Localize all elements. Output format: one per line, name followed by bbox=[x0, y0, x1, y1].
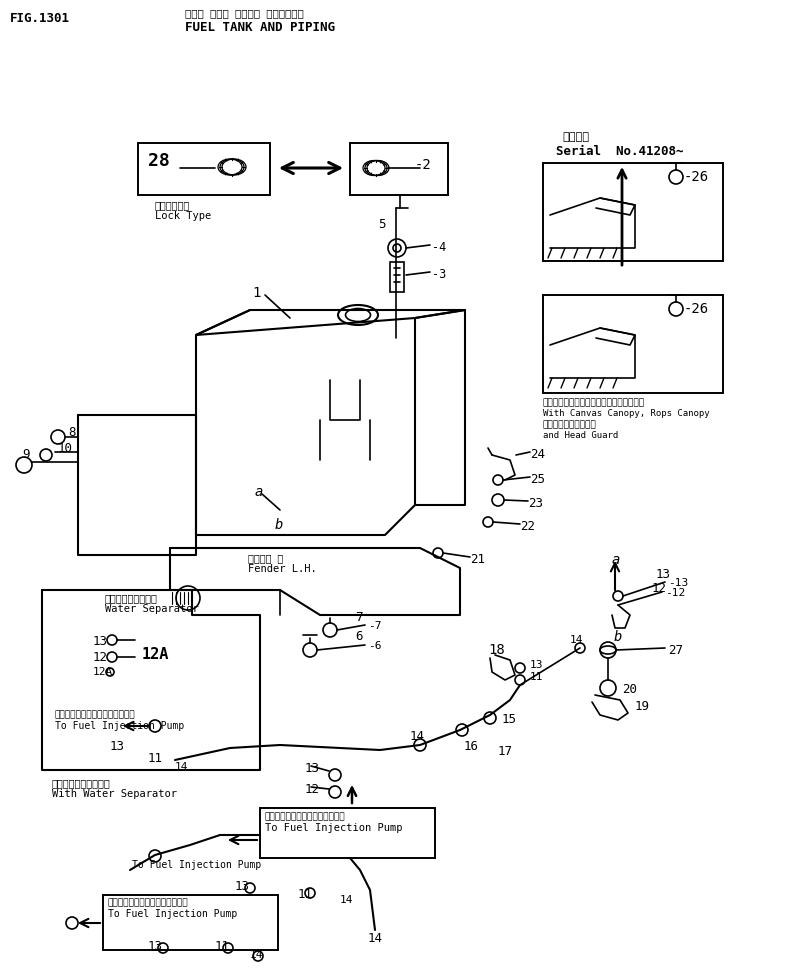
Text: 12A: 12A bbox=[142, 647, 169, 662]
Text: 12: 12 bbox=[305, 783, 320, 796]
Text: FIG.1301: FIG.1301 bbox=[10, 12, 70, 25]
Bar bbox=[350, 143, 448, 195]
Text: -3: -3 bbox=[432, 268, 446, 281]
Text: -2: -2 bbox=[415, 158, 432, 172]
Text: 16: 16 bbox=[464, 740, 479, 753]
Text: 19: 19 bbox=[635, 700, 650, 713]
Text: 14: 14 bbox=[368, 932, 383, 945]
Text: 13: 13 bbox=[305, 762, 320, 775]
Bar bbox=[390, 262, 404, 292]
Text: フェルインジェクションポンプへ: フェルインジェクションポンプへ bbox=[55, 710, 136, 719]
Text: -7: -7 bbox=[368, 621, 381, 631]
Text: 9: 9 bbox=[22, 448, 29, 461]
Text: Serial  No.41208~: Serial No.41208~ bbox=[556, 145, 683, 158]
Bar bbox=[103, 895, 278, 950]
Text: Lock Type: Lock Type bbox=[155, 211, 211, 221]
Text: 12: 12 bbox=[652, 582, 667, 595]
Text: b: b bbox=[275, 518, 284, 532]
Bar bbox=[260, 808, 435, 858]
Text: 23: 23 bbox=[528, 497, 543, 510]
Text: 13: 13 bbox=[656, 568, 671, 581]
Text: フェルインジェクションポンプへ: フェルインジェクションポンプへ bbox=[108, 898, 188, 907]
Text: 14: 14 bbox=[410, 730, 425, 743]
Text: 14: 14 bbox=[250, 950, 263, 960]
Text: ウォータセパレータ付: ウォータセパレータ付 bbox=[52, 778, 111, 788]
Text: 6: 6 bbox=[355, 630, 362, 643]
Text: 28: 28 bbox=[148, 152, 169, 170]
Text: 13: 13 bbox=[93, 635, 108, 648]
Text: フェルインジェクションポンプへ: フェルインジェクションポンプへ bbox=[265, 812, 346, 821]
Text: a: a bbox=[255, 485, 263, 499]
Text: 11: 11 bbox=[148, 752, 163, 765]
Text: 14: 14 bbox=[340, 895, 354, 905]
Text: 14: 14 bbox=[570, 635, 583, 645]
Text: ウォータセパレータ: ウォータセパレータ bbox=[105, 593, 158, 603]
Text: 22: 22 bbox=[520, 520, 535, 533]
Text: -4: -4 bbox=[432, 241, 446, 254]
Text: -6: -6 bbox=[368, 641, 381, 651]
Text: フェンダ 左: フェンダ 左 bbox=[248, 553, 283, 563]
Text: およびヘッドガード付: およびヘッドガード付 bbox=[543, 420, 597, 429]
Text: Fender L.H.: Fender L.H. bbox=[248, 564, 317, 574]
Text: 適用号機: 適用号機 bbox=[562, 132, 589, 142]
Text: 27: 27 bbox=[668, 644, 683, 657]
Text: -13: -13 bbox=[668, 578, 688, 588]
Text: 21: 21 bbox=[470, 553, 485, 566]
Text: 20: 20 bbox=[622, 683, 637, 696]
Text: To Fuel Injection Pump: To Fuel Injection Pump bbox=[108, 909, 237, 919]
Text: 11: 11 bbox=[215, 940, 230, 953]
Text: 15: 15 bbox=[502, 713, 517, 726]
Text: To Fuel Injection Pump: To Fuel Injection Pump bbox=[265, 823, 403, 833]
Text: To Fuel Injection Pump: To Fuel Injection Pump bbox=[132, 860, 262, 870]
Text: 8: 8 bbox=[68, 426, 76, 439]
Bar bbox=[138, 143, 270, 195]
Text: 14: 14 bbox=[175, 762, 188, 772]
Bar bbox=[543, 295, 723, 393]
Text: 25: 25 bbox=[530, 473, 545, 486]
Text: 12: 12 bbox=[93, 651, 108, 664]
Text: 5: 5 bbox=[378, 218, 385, 231]
Text: 13: 13 bbox=[110, 740, 125, 753]
Text: and Head Guard: and Head Guard bbox=[543, 431, 619, 440]
Text: 7: 7 bbox=[355, 611, 362, 624]
Text: -26: -26 bbox=[684, 170, 709, 184]
Text: -12: -12 bbox=[665, 588, 686, 598]
Text: Water Separator: Water Separator bbox=[105, 604, 199, 614]
Text: 12A: 12A bbox=[93, 667, 113, 677]
Bar bbox=[543, 163, 723, 261]
Text: 10: 10 bbox=[58, 442, 73, 455]
Text: 1: 1 bbox=[252, 286, 260, 300]
Text: a: a bbox=[612, 553, 620, 567]
Text: 17: 17 bbox=[498, 745, 513, 758]
Text: 18: 18 bbox=[488, 643, 505, 657]
Text: 11: 11 bbox=[298, 888, 313, 901]
Text: フェル タンク オヨビー パイピングー: フェル タンク オヨビー パイピングー bbox=[185, 8, 303, 18]
Text: 13: 13 bbox=[530, 660, 544, 670]
Text: ロックタイプ: ロックタイプ bbox=[155, 200, 190, 210]
Text: 24: 24 bbox=[530, 448, 545, 461]
Text: To Fuel Injection Pump: To Fuel Injection Pump bbox=[55, 721, 184, 731]
Text: 13: 13 bbox=[148, 940, 163, 953]
Text: FUEL TANK AND PIPING: FUEL TANK AND PIPING bbox=[185, 21, 335, 34]
Text: b: b bbox=[614, 630, 623, 644]
Text: 11: 11 bbox=[530, 672, 544, 682]
Text: With Water Separator: With Water Separator bbox=[52, 789, 177, 799]
Text: With Canvas Canopy, Rops Canopy: With Canvas Canopy, Rops Canopy bbox=[543, 409, 710, 418]
Text: -26: -26 bbox=[684, 302, 709, 316]
Text: キャンバスキャノピー、ロプスキャノピー: キャンバスキャノピー、ロプスキャノピー bbox=[543, 398, 645, 407]
Text: 13: 13 bbox=[235, 880, 250, 893]
